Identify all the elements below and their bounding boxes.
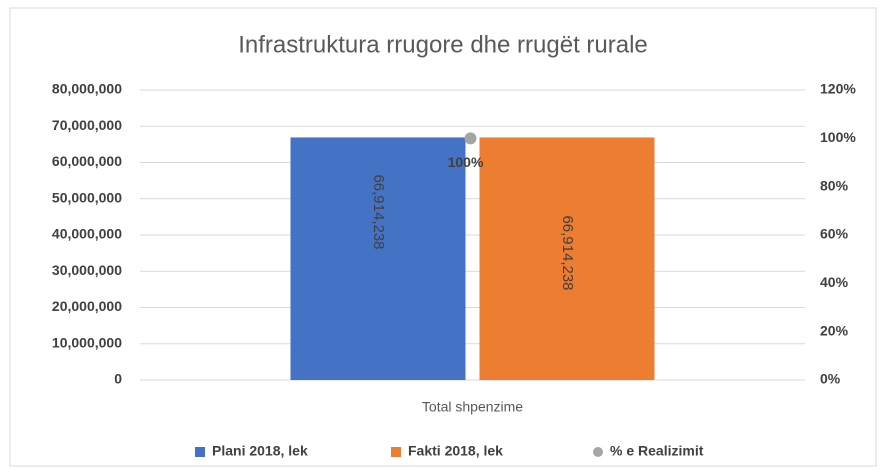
bar: [290, 137, 466, 380]
y-tick-label: 70,000,000: [52, 117, 122, 133]
legend-marker: [391, 447, 401, 457]
y-tick-label: 60,000,000: [52, 153, 122, 169]
y-tick-label: 80,000,000: [52, 81, 122, 97]
y2-tick-label: 0%: [820, 371, 841, 387]
point: [464, 132, 477, 145]
y2-tick-label: 40%: [820, 274, 849, 290]
y2-tick-label: 100%: [820, 129, 856, 145]
chart-title: Infrastruktura rrugore dhe rrugët rurale: [238, 31, 648, 58]
legend-marker: [195, 447, 205, 457]
bar-value-label: 66,914,238: [559, 215, 576, 290]
bar: [479, 137, 655, 380]
legend-label: Fakti 2018, lek: [408, 443, 503, 459]
y-tick-label: 10,000,000: [52, 334, 122, 350]
legend-label: % e Realizimit: [610, 443, 704, 459]
bar-value-label: 66,914,238: [370, 174, 387, 249]
x-tick-label: Total shpenzime: [422, 399, 523, 415]
y-tick-label: 30,000,000: [52, 262, 122, 278]
y-tick-label: 50,000,000: [52, 189, 122, 205]
legend-label: Plani 2018, lek: [212, 443, 308, 459]
y-tick-label: 0: [114, 371, 122, 387]
y2-tick-label: 120%: [820, 81, 856, 97]
y-tick-label: 40,000,000: [52, 226, 122, 242]
y2-tick-label: 20%: [820, 322, 849, 338]
y2-tick-label: 80%: [820, 177, 849, 193]
y2-tick-label: 60%: [820, 226, 849, 242]
legend-marker: [593, 447, 603, 457]
y-tick-label: 20,000,000: [52, 298, 122, 314]
point-value-label: 100%: [448, 154, 484, 170]
